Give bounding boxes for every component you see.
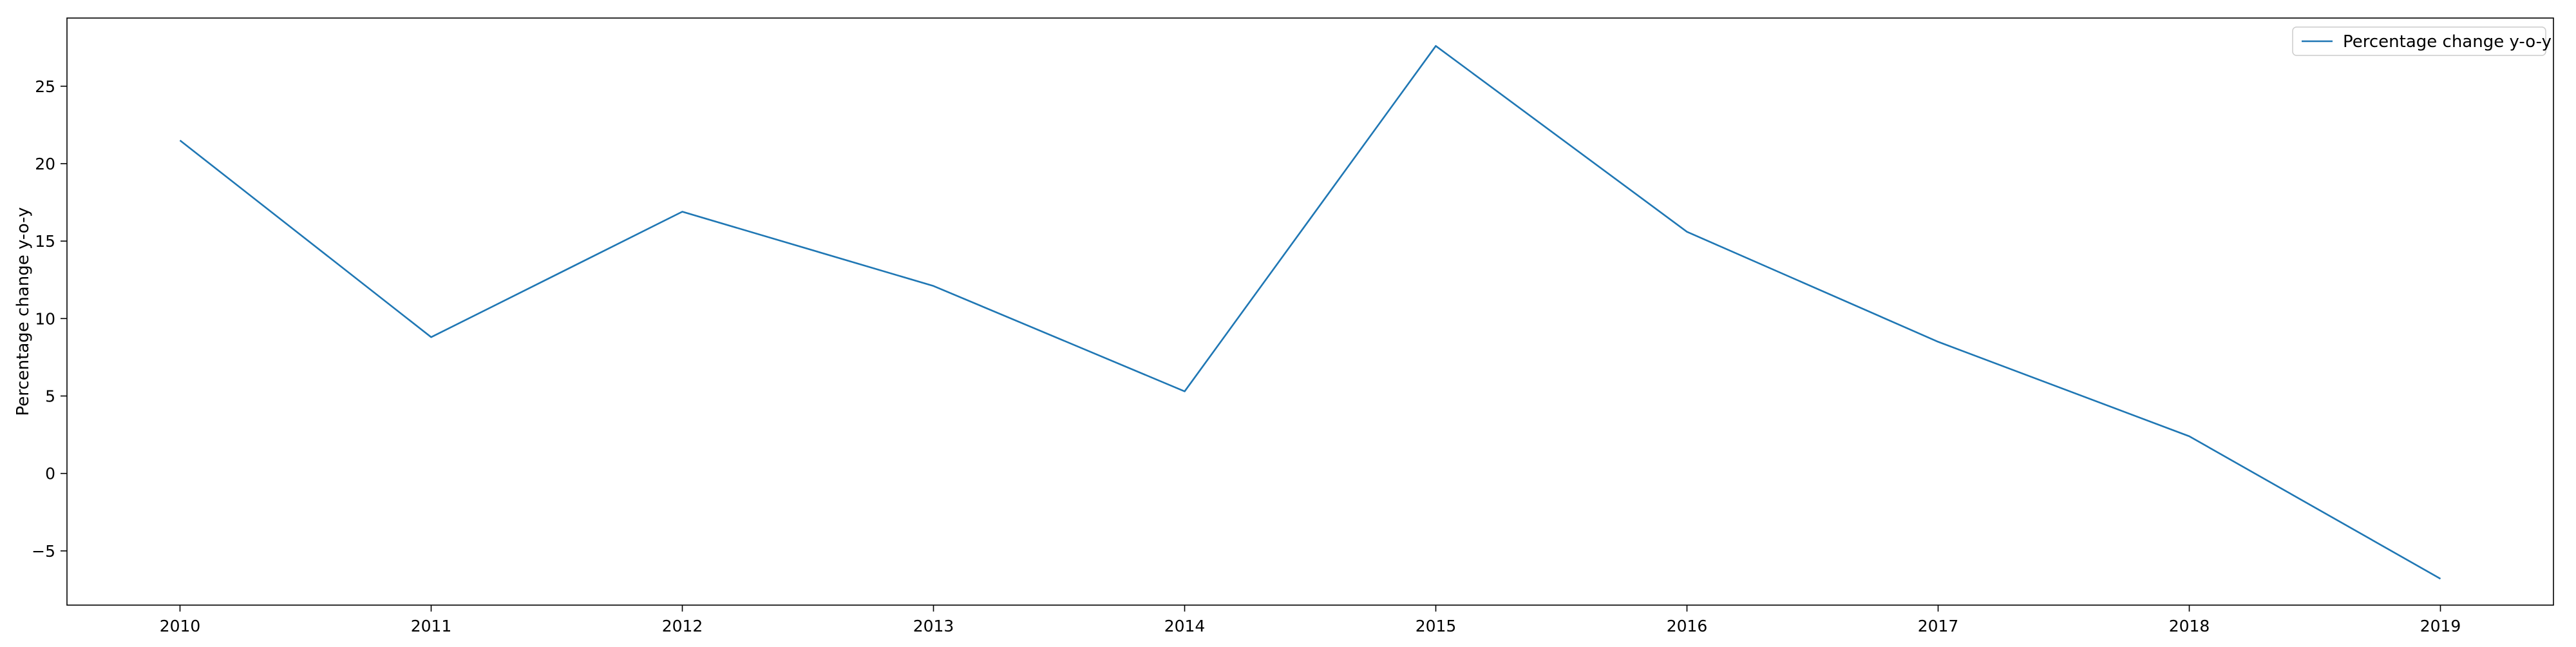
y-tick-label: 15 [35, 232, 55, 251]
data-point [1184, 390, 1186, 392]
data-point [1937, 340, 1940, 343]
legend-box [2292, 26, 2546, 56]
data-point [430, 336, 433, 338]
data-point [681, 210, 684, 213]
x-tick-label: 2016 [1667, 617, 1708, 635]
x-tick-label: 2012 [662, 617, 703, 635]
data-point [2439, 577, 2442, 580]
data-point [933, 285, 935, 287]
y-tick-label: −5 [32, 542, 55, 561]
x-tick-label: 2015 [1416, 617, 1457, 635]
y-tick-label: 0 [45, 465, 55, 483]
x-tick-label: 2011 [411, 617, 452, 635]
legend: Percentage change y-o-y [2292, 26, 2552, 56]
data-point [179, 139, 182, 142]
x-tick-label: 2014 [1164, 617, 1206, 635]
x-tick-label: 2019 [2420, 617, 2461, 635]
series-line [179, 45, 2441, 580]
data-point [1435, 44, 1437, 47]
x-tick-label: 2018 [2169, 617, 2210, 635]
y-tick-label: 20 [35, 155, 55, 173]
x-tick-label: 2013 [913, 617, 954, 635]
x-tick-label: 2017 [1918, 617, 1959, 635]
legend-label: Percentage change y-o-y [2343, 32, 2552, 52]
data-point [2188, 435, 2191, 438]
data-point [1686, 231, 1689, 233]
x-tick-label: 2010 [160, 617, 201, 635]
y-axis: −5 0 5 10 15 20 25 [32, 77, 67, 561]
y-tick-label: 5 [45, 387, 55, 406]
y-axis-label: Percentage change y-o-y [14, 208, 33, 416]
plot-area [66, 17, 2554, 606]
y-tick-label: 25 [35, 77, 55, 96]
x-axis: 2010 2011 2012 2013 2014 2015 2016 2017 2018 2019 [160, 605, 2461, 635]
y-tick-label: 10 [35, 309, 55, 328]
